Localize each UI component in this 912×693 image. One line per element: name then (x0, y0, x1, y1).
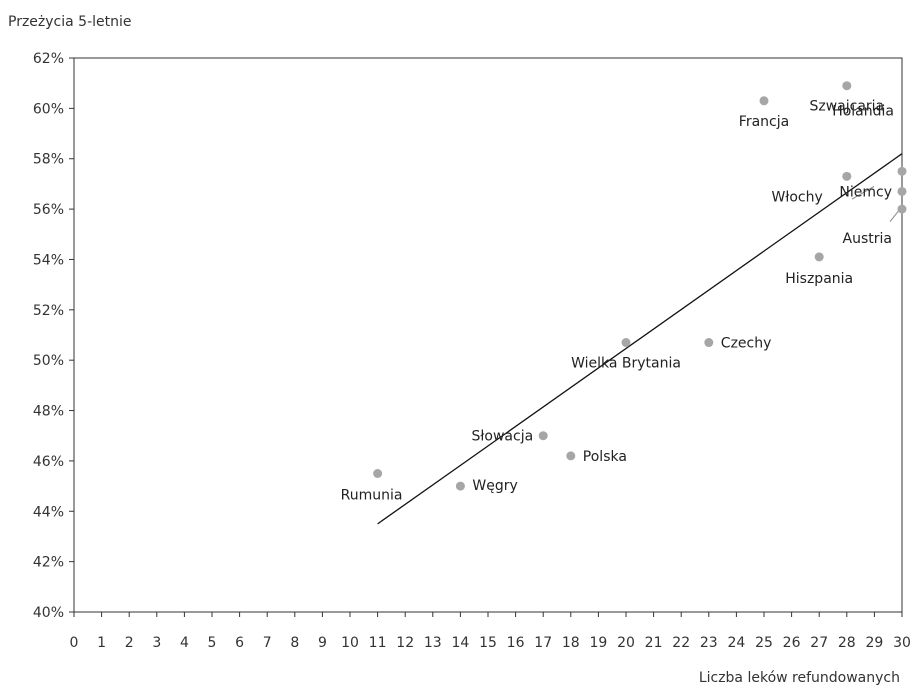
trend-line (377, 153, 903, 525)
x-tick-label: 12 (396, 635, 414, 651)
data-point-niemcy (897, 186, 907, 196)
x-tick-label: 20 (617, 635, 635, 651)
x-tick-label: 6 (235, 635, 244, 651)
x-tick-label: 0 (70, 635, 79, 651)
x-tick-label: 2 (125, 635, 134, 651)
x-tick-label: 9 (318, 635, 327, 651)
y-tick-label: 40% (33, 605, 64, 621)
y-tick-label: 52% (33, 303, 64, 319)
y-tick-label: 44% (33, 504, 64, 520)
point-label-holandia: Holandia (832, 103, 894, 119)
x-axis-title: Liczba leków refundowanych (698, 670, 900, 686)
point-label-wielka-brytania: Wielka Brytania (571, 356, 681, 372)
x-tick-label: 29 (865, 635, 883, 651)
x-tick-label: 18 (562, 635, 580, 651)
point-label-rumunia: Rumunia (341, 488, 403, 504)
point-label-szwajcaria: Szwajcaria (809, 99, 884, 115)
point-label-polska: Polska (583, 449, 627, 465)
x-tick-label: 22 (672, 635, 690, 651)
data-point-węgry (455, 481, 465, 491)
x-tick-label: 19 (589, 635, 607, 651)
x-tick-label: 25 (755, 635, 773, 651)
data-point-czechy (704, 338, 714, 348)
point-label-niemcy: Niemcy (839, 184, 892, 200)
point-label-francja: Francja (739, 114, 789, 130)
point-label-austria: Austria (843, 231, 892, 247)
x-tick-label: 17 (534, 635, 552, 651)
x-tick-label: 11 (369, 635, 387, 651)
x-tick-label: 13 (424, 635, 442, 651)
point-label-słowacja: Słowacja (472, 429, 534, 445)
x-tick-label: 28 (838, 635, 856, 651)
data-point-austria (897, 204, 907, 214)
data-point-włochy (842, 171, 852, 181)
data-point-rumunia (373, 469, 383, 478)
data-point-szwajcaria (842, 81, 852, 91)
x-tick-label: 30 (893, 635, 911, 651)
y-tick-label: 54% (33, 252, 64, 268)
x-tick-label: 27 (810, 635, 828, 651)
x-tick-label: 26 (783, 635, 801, 651)
x-tick-label: 15 (479, 635, 497, 651)
y-tick-label: 56% (33, 202, 64, 218)
y-axis-title: Przeżycia 5-letnie (8, 14, 132, 30)
y-tick-label: 60% (33, 101, 64, 117)
y-tick-label: 62% (33, 51, 64, 67)
data-point-francja (759, 96, 769, 106)
y-tick-label: 42% (33, 555, 64, 571)
x-tick-label: 4 (180, 635, 189, 651)
x-tick-label: 16 (507, 635, 525, 651)
leader-line-holandia (851, 185, 875, 200)
data-point-hiszpania (814, 252, 824, 262)
y-tick-label: 46% (33, 454, 64, 470)
plot-frame (73, 57, 903, 613)
data-point-słowacja (538, 431, 548, 441)
x-tick-label: 23 (700, 635, 718, 651)
point-label-czechy: Czechy (721, 336, 772, 352)
x-tick-label: 8 (290, 635, 299, 651)
data-point-polska (566, 451, 576, 461)
y-tick-label: 58% (33, 152, 64, 168)
x-tick-label: 1 (97, 635, 106, 651)
y-tick-label: 50% (33, 353, 64, 369)
point-label-węgry: Węgry (472, 478, 517, 494)
x-tick-label: 7 (263, 635, 272, 651)
x-tick-label: 14 (451, 635, 469, 651)
point-label-włochy: Włochy (772, 189, 823, 205)
data-point-holandia (897, 166, 907, 176)
x-tick-label: 21 (645, 635, 663, 651)
x-tick-label: 5 (208, 635, 217, 651)
x-tick-label: 3 (152, 635, 161, 651)
x-tick-label: 24 (727, 635, 745, 651)
x-tick-label: 10 (341, 635, 359, 651)
y-tick-label: 48% (33, 404, 64, 420)
data-point-wielka-brytania (621, 338, 631, 348)
point-label-hiszpania: Hiszpania (785, 271, 853, 287)
